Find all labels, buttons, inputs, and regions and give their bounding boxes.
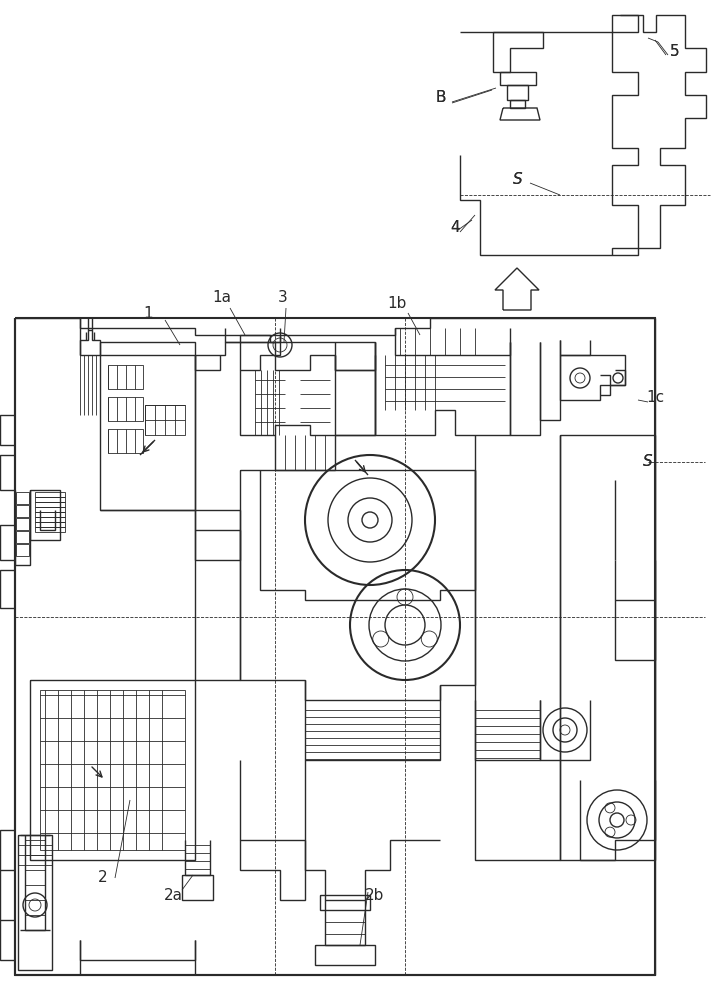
Text: 4: 4 [450, 220, 460, 234]
Bar [145, 405, 185, 435]
Text: 1: 1 [143, 306, 153, 320]
Text: 4: 4 [450, 220, 460, 234]
Bar [16, 531, 29, 543]
Text: B: B [436, 91, 446, 105]
Bar [35, 492, 65, 497]
Text: 1a: 1a [212, 290, 232, 306]
Text: 5: 5 [670, 44, 679, 60]
Text: 3: 3 [278, 290, 288, 306]
Bar [16, 518, 29, 530]
Text: 2: 2 [98, 870, 108, 886]
Bar [35, 502, 65, 507]
Text: B: B [436, 91, 446, 105]
Bar [108, 365, 143, 389]
Text: 1c: 1c [646, 390, 664, 406]
Text: 5: 5 [670, 44, 679, 60]
Bar [35, 517, 65, 522]
Bar [35, 497, 65, 502]
Bar [108, 429, 143, 453]
Text: S: S [513, 172, 523, 188]
Text: S: S [643, 454, 653, 470]
Bar [16, 492, 29, 504]
Bar [108, 397, 143, 421]
Bar [16, 505, 29, 517]
Bar [35, 522, 65, 527]
Bar [35, 507, 65, 512]
Bar [35, 527, 65, 532]
Text: 2a: 2a [163, 888, 183, 902]
Text: 2b: 2b [365, 888, 385, 902]
Text: S: S [513, 172, 523, 188]
Text: S: S [643, 454, 653, 470]
Bar [35, 512, 65, 517]
Text: 1b: 1b [387, 296, 406, 310]
Bar [40, 690, 185, 850]
Bar [16, 544, 29, 556]
